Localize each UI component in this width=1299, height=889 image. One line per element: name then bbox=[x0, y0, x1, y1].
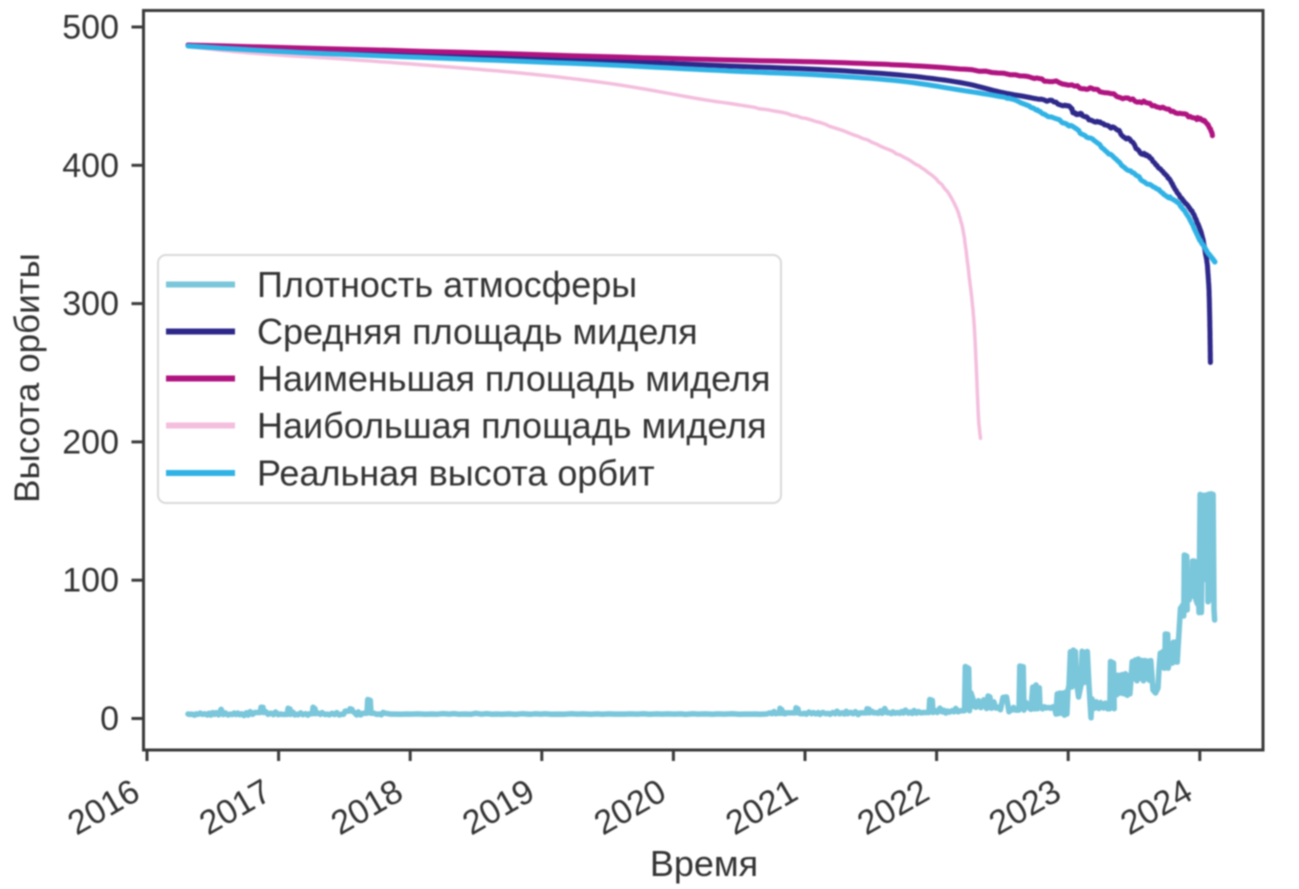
svg-text:Наибольшая площадь миделя: Наибольшая площадь миделя bbox=[257, 405, 767, 446]
svg-text:300: 300 bbox=[62, 285, 119, 323]
svg-text:200: 200 bbox=[62, 423, 119, 461]
svg-text:0: 0 bbox=[100, 700, 119, 738]
svg-text:400: 400 bbox=[62, 147, 119, 185]
svg-text:Реальная высота орбит: Реальная высота орбит bbox=[257, 453, 655, 494]
svg-text:Время: Время bbox=[650, 843, 758, 884]
svg-text:100: 100 bbox=[62, 562, 119, 600]
svg-text:Средняя площадь миделя: Средняя площадь миделя bbox=[257, 311, 698, 352]
svg-text:500: 500 bbox=[62, 9, 119, 47]
svg-text:Наименьшая площадь миделя: Наименьшая площадь миделя bbox=[257, 358, 770, 399]
svg-text:Плотность атмосферы: Плотность атмосферы bbox=[257, 264, 637, 305]
svg-text:Высота орбиты: Высота орбиты bbox=[8, 253, 47, 503]
